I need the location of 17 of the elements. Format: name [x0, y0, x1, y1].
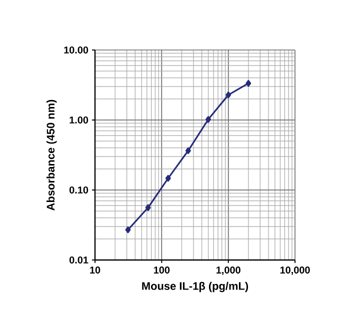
x-tick-label: 10 — [90, 266, 100, 274]
point — [206, 116, 212, 123]
x-tick-label: 100 — [154, 266, 170, 274]
x-tick-label: 10,000 — [280, 266, 310, 276]
point — [165, 174, 171, 182]
y-tick-label: 1.00 — [70, 116, 88, 124]
x-axis-title: Mouse IL-1β (pg/mL) — [142, 282, 248, 292]
point — [226, 92, 232, 98]
y-tick-label: 0.10 — [69, 186, 88, 194]
point — [125, 226, 131, 234]
y-tick-label: 10.00 — [64, 46, 88, 54]
y-tick-label: 0.01 — [69, 256, 88, 264]
x-tick-label: 1,000 — [216, 266, 240, 276]
point — [185, 147, 191, 154]
point — [246, 80, 252, 87]
point — [145, 204, 151, 212]
y-axis-title: Absorbance (450 nm) — [46, 100, 57, 210]
